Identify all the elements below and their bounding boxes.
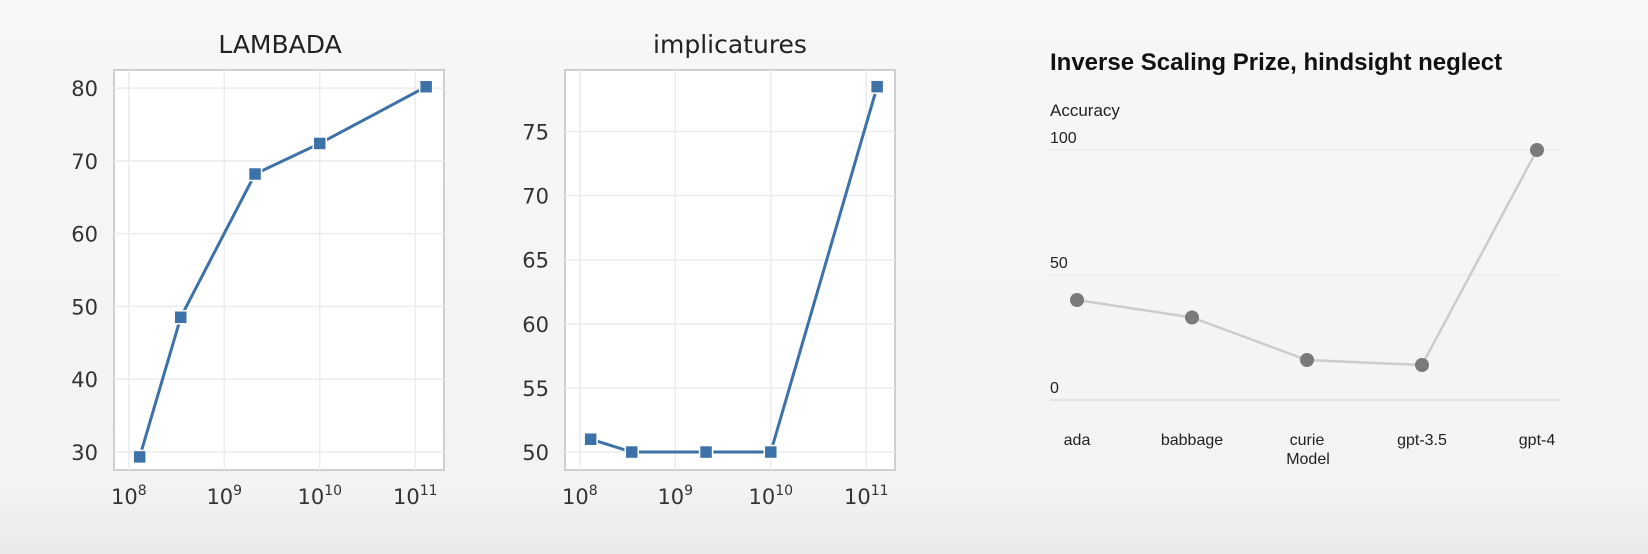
lambada-title: LAMBADA: [218, 30, 341, 59]
lambada-data-point: [247, 166, 263, 182]
implicatures-chart: implicatures 50 55 60 65 70 75 108 109 1010 1011: [522, 30, 896, 509]
lambada-y-tick-label: 70: [71, 150, 98, 174]
inverse-scaling-x-tick-label: gpt-4: [1519, 432, 1556, 449]
inverse-scaling-title: Inverse Scaling Prize, hindsight neglect: [1050, 49, 1502, 76]
lambada-x-tick-label: 1011: [393, 483, 438, 509]
implicatures-y-tick-label: 60: [522, 313, 549, 337]
inverse-scaling-x-tick-label: babbage: [1161, 432, 1223, 449]
inverse-scaling-data-point: [1415, 358, 1429, 372]
implicatures-data-point: [698, 444, 714, 460]
implicatures-x-tick-label: 1010: [748, 483, 793, 509]
implicatures-data-point: [763, 444, 779, 460]
lambada-points: [132, 79, 434, 465]
lambada-y-tick-label: 50: [71, 295, 98, 319]
implicatures-x-tick-label: 108: [562, 483, 598, 509]
lambada-data-point: [173, 310, 188, 325]
inverse-scaling-chart: Inverse Scaling Prize, hindsight neglect…: [1050, 49, 1560, 468]
inverse-scaling-data-point: [1185, 310, 1199, 325]
lambada-y-tick-label: 60: [71, 223, 98, 247]
inverse-scaling-x-tick-label: curie: [1290, 432, 1325, 449]
implicatures-x-ticks: 108 109 1010 1011: [562, 483, 889, 509]
implicatures-title: implicatures: [653, 30, 807, 59]
lambada-y-tick-label: 80: [71, 77, 98, 101]
inverse-scaling-x-tick-label: ada: [1064, 432, 1091, 449]
lambada-data-point: [312, 136, 328, 151]
implicatures-y-tick-label: 70: [522, 185, 549, 209]
lambada-y-tick-label: 40: [71, 368, 98, 392]
implicatures-plot-area: [564, 69, 896, 471]
inverse-scaling-x-tick-label: gpt-3.5: [1397, 432, 1447, 449]
inverse-scaling-x-ticks: ada babbage curie gpt-3.5 gpt-4: [1064, 432, 1556, 449]
implicatures-data-point: [869, 79, 885, 94]
lambada-x-tick-label: 109: [206, 483, 242, 509]
implicatures-points: [583, 79, 885, 460]
lambada-data-point: [418, 79, 434, 94]
implicatures-y-tick-label: 55: [522, 377, 549, 401]
lambada-y-ticks: 30 40 50 60 70 80: [71, 77, 98, 465]
lambada-y-tick-label: 30: [71, 441, 98, 465]
inverse-scaling-y-ticks: 0 50 100: [1050, 130, 1077, 397]
implicatures-y-tick-label: 65: [522, 249, 549, 273]
lambada-x-tick-label: 1010: [297, 483, 342, 509]
implicatures-data-point: [583, 431, 598, 447]
implicatures-data-point: [624, 444, 639, 460]
inverse-scaling-y-tick-label: 0: [1050, 380, 1059, 397]
implicatures-x-tick-label: 109: [657, 483, 693, 509]
lambada-data-point: [132, 449, 147, 465]
inverse-scaling-y-tick-label: 100: [1050, 130, 1077, 147]
inverse-scaling-y-label: Accuracy: [1050, 101, 1120, 120]
lambada-x-tick-label: 108: [111, 483, 147, 509]
implicatures-x-tick-label: 1011: [844, 483, 889, 509]
inverse-scaling-data-point: [1070, 293, 1084, 307]
inverse-scaling-series-line: [1076, 149, 1539, 367]
lambada-x-ticks: 108 109 1010 1011: [111, 483, 438, 509]
lambada-chart: LAMBADA 30 40 50 60 70 80 108 109 1010 1011: [71, 30, 445, 509]
implicatures-y-ticks: 50 55 60 65 70 75: [522, 121, 549, 466]
inverse-scaling-points: [1070, 143, 1544, 372]
implicatures-y-tick-label: 50: [522, 441, 549, 465]
implicatures-y-tick-label: 75: [522, 121, 549, 145]
lambada-plot-area: [113, 69, 445, 471]
inverse-scaling-y-tick-label: 50: [1050, 255, 1068, 272]
inverse-scaling-data-point: [1530, 143, 1544, 157]
inverse-scaling-data-point: [1300, 353, 1314, 367]
lambada-grid: [114, 70, 444, 470]
inverse-scaling-x-label: Model: [1286, 451, 1330, 468]
inverse-scaling-grid: [1050, 149, 1560, 401]
